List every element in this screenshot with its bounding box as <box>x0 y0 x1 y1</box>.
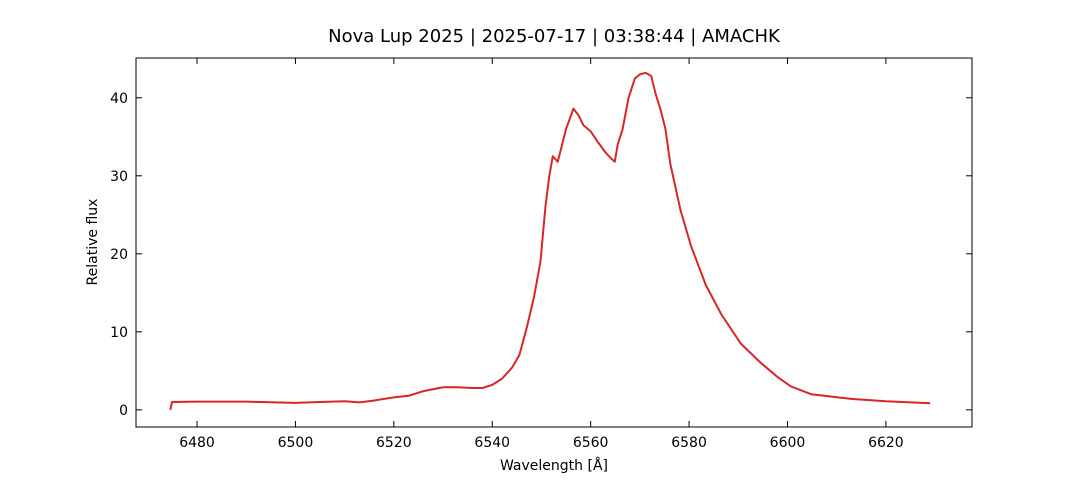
x-tick-label: 6540 <box>474 435 510 451</box>
y-axis-label: Relative flux <box>85 199 101 286</box>
y-tick-label: 0 <box>119 403 128 419</box>
chart-title: Nova Lup 2025 | 2025-07-17 | 03:38:44 | … <box>328 26 781 47</box>
x-tick-label: 6520 <box>376 435 412 451</box>
y-tick-label: 30 <box>110 169 128 185</box>
x-tick-label: 6500 <box>278 435 314 451</box>
x-tick-label: 6600 <box>770 435 806 451</box>
y-tick-label: 10 <box>110 325 128 341</box>
x-axis-label: Wavelength [Å] <box>500 457 608 474</box>
spectrum-line <box>169 71 931 411</box>
y-tick-label: 40 <box>110 91 128 107</box>
x-tick-label: 6560 <box>573 435 609 451</box>
y-tick-label: 20 <box>110 247 128 263</box>
x-tick-label: 6580 <box>671 435 707 451</box>
x-tick-label: 6480 <box>179 435 215 451</box>
x-tick-label: 6620 <box>868 435 904 451</box>
plot-frame <box>135 57 973 428</box>
